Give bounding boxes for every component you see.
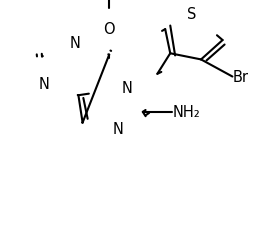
Text: S: S [187,7,197,22]
Text: N: N [112,122,123,137]
Text: O: O [103,22,115,37]
Text: N: N [39,76,50,91]
Text: Br: Br [232,70,248,85]
Text: NH₂: NH₂ [172,105,200,120]
Text: N: N [122,81,133,96]
Text: N: N [70,36,80,51]
